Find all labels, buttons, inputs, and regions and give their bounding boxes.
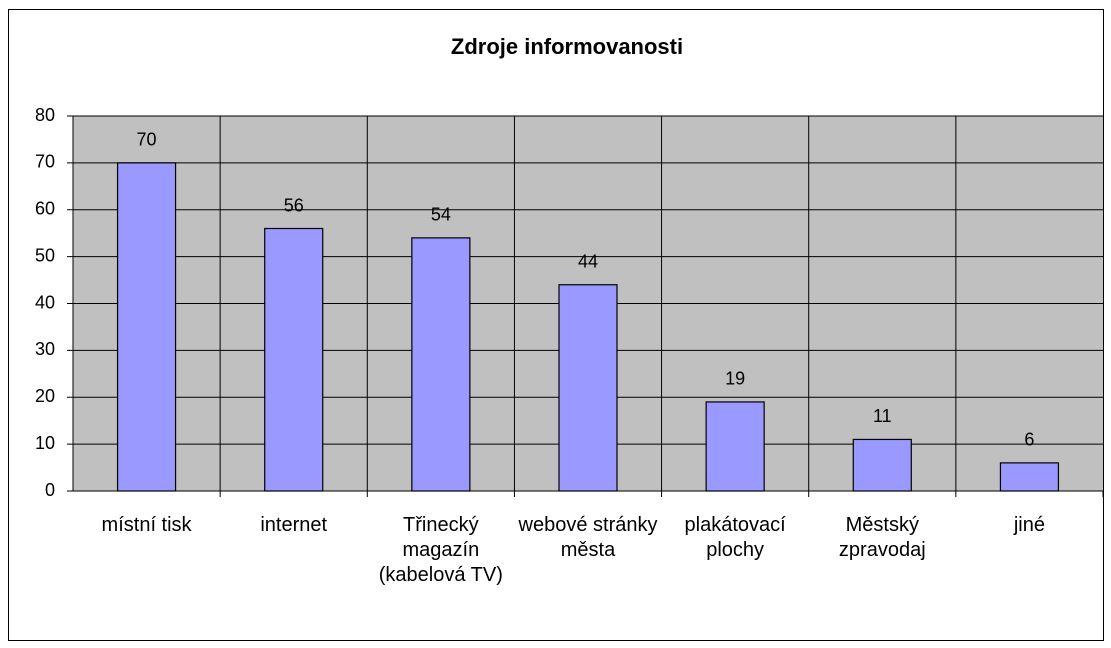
- x-tick-label: webové stránky města: [518, 514, 658, 561]
- y-tick-label: 70: [35, 152, 55, 172]
- bar: [852, 438, 912, 492]
- y-tick-label: 0: [45, 480, 55, 500]
- x-tick-label: internet: [260, 514, 328, 536]
- bar: [411, 237, 471, 492]
- x-tick-label-box: webové stránky města: [518, 514, 658, 561]
- data-label: 11: [873, 406, 892, 426]
- y-tick-label: 40: [35, 292, 55, 312]
- bar: [264, 227, 324, 492]
- bar: [116, 162, 177, 492]
- y-tick-label: 20: [35, 386, 55, 406]
- x-tick-label-box: jiné: [1013, 514, 1045, 536]
- y-tick-label: 10: [35, 433, 55, 453]
- bar: [558, 284, 618, 492]
- y-tick-label: 50: [35, 245, 55, 265]
- x-tick-label-box: internet: [260, 514, 328, 536]
- x-tick-label-box: místní tisk: [101, 514, 192, 536]
- x-tick-label: plakátovací plochy: [684, 514, 786, 561]
- x-tick-label: Třinecký magazín (kabelová TV): [378, 514, 503, 586]
- data-label: 70: [137, 130, 157, 150]
- x-tick-label-box: plakátovací plochy: [684, 514, 786, 561]
- data-label: 44: [578, 252, 598, 272]
- data-label: 19: [725, 369, 745, 389]
- data-label: 54: [431, 205, 451, 225]
- data-label: 6: [1024, 430, 1034, 450]
- x-tick-label: Městský zpravodaj: [838, 514, 926, 561]
- y-tick-label: 80: [35, 105, 55, 125]
- bar: [999, 462, 1060, 492]
- y-tick-label: 30: [35, 339, 55, 359]
- chart-title: Zdroje informovanosti: [451, 34, 683, 59]
- x-tick-label-box: Městský zpravodaj: [838, 514, 926, 561]
- bar: [705, 401, 765, 492]
- x-tick-label: místní tisk: [101, 514, 192, 536]
- x-tick-label-box: Třinecký magazín (kabelová TV): [378, 514, 503, 586]
- y-tick-label: 60: [35, 199, 55, 219]
- x-tick-label: jiné: [1013, 514, 1045, 536]
- data-label: 56: [284, 195, 304, 215]
